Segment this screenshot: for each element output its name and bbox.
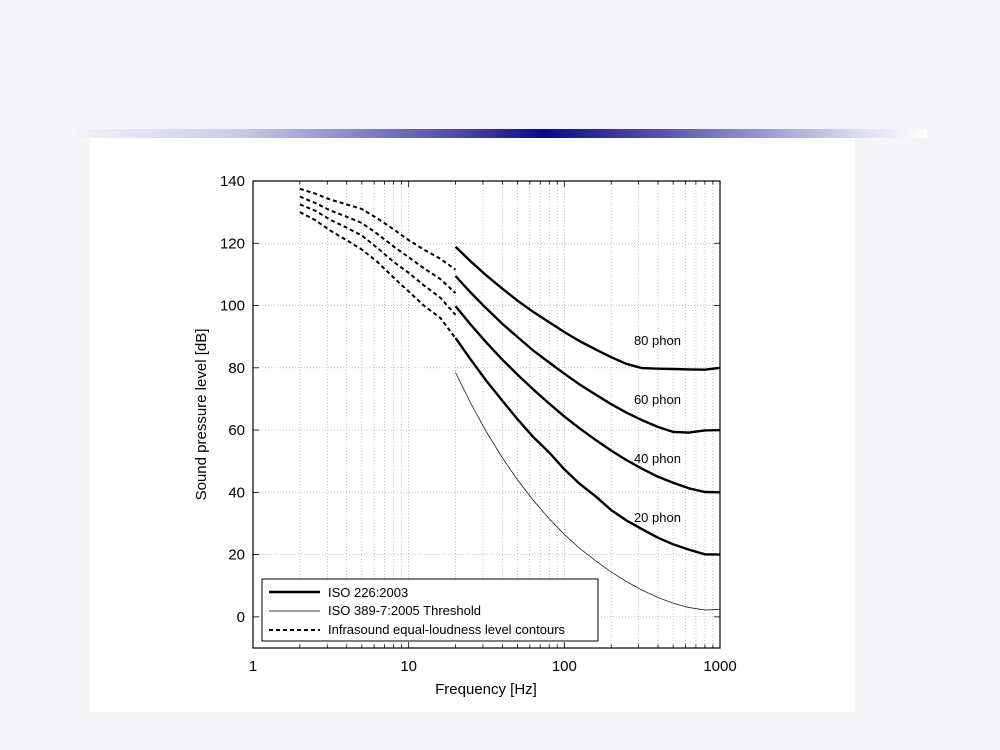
series-line-dashed-8	[299, 211, 457, 339]
series-line-thin-solid-4	[455, 372, 721, 611]
y-tick-label: 60	[228, 422, 245, 439]
series-line-thick-solid-2	[454, 275, 721, 434]
series-line-thick-solid-3	[454, 245, 721, 371]
y-tick-label: 80	[228, 360, 245, 377]
plot-frame	[252, 180, 721, 649]
phon-label: 80 phon	[634, 333, 681, 348]
series-line-thick-solid-1	[454, 305, 721, 494]
series-line-dashed-6	[299, 195, 457, 294]
y-tick-label: 40	[228, 484, 245, 501]
axis-ticks: 1 10 100 1000 0 20 40 60 80 100 120 140	[220, 173, 737, 675]
x-tick-label: 100	[552, 658, 577, 675]
x-tick-label: 1	[249, 658, 257, 675]
y-tick-label: 140	[220, 173, 245, 190]
series-line-thick-solid-0	[454, 337, 721, 556]
x-axis-label: Frequency [Hz]	[435, 681, 537, 698]
series-line-dashed-5	[299, 187, 457, 271]
y-tick-label: 120	[220, 235, 245, 252]
series-lines	[299, 187, 721, 611]
legend-label-iso226: ISO 226:2003	[328, 585, 408, 600]
y-tick-label: 100	[220, 298, 245, 315]
x-tick-label: 1000	[703, 658, 736, 675]
y-tick-label: 0	[237, 609, 245, 626]
phon-label: 60 phon	[634, 392, 681, 407]
legend-label-iso389: ISO 389-7:2005 Threshold	[328, 603, 481, 618]
phon-label: 40 phon	[634, 451, 681, 466]
slide-title-rule	[76, 129, 927, 138]
y-axis-label: Sound pressure level [dB]	[193, 329, 210, 501]
y-tick-label: 20	[228, 547, 245, 564]
legend-label-infrasound: Infrasound equal-loudness level contours	[328, 622, 566, 637]
phon-label: 20 phon	[634, 510, 681, 525]
annotations: 80 phon 60 phon 40 phon 20 phon	[634, 333, 681, 525]
grid	[253, 181, 720, 648]
series-line-dashed-7	[299, 203, 457, 316]
legend: ISO 226:2003 ISO 389-7:2005 Threshold In…	[261, 578, 599, 642]
x-tick-label: 10	[400, 658, 417, 675]
